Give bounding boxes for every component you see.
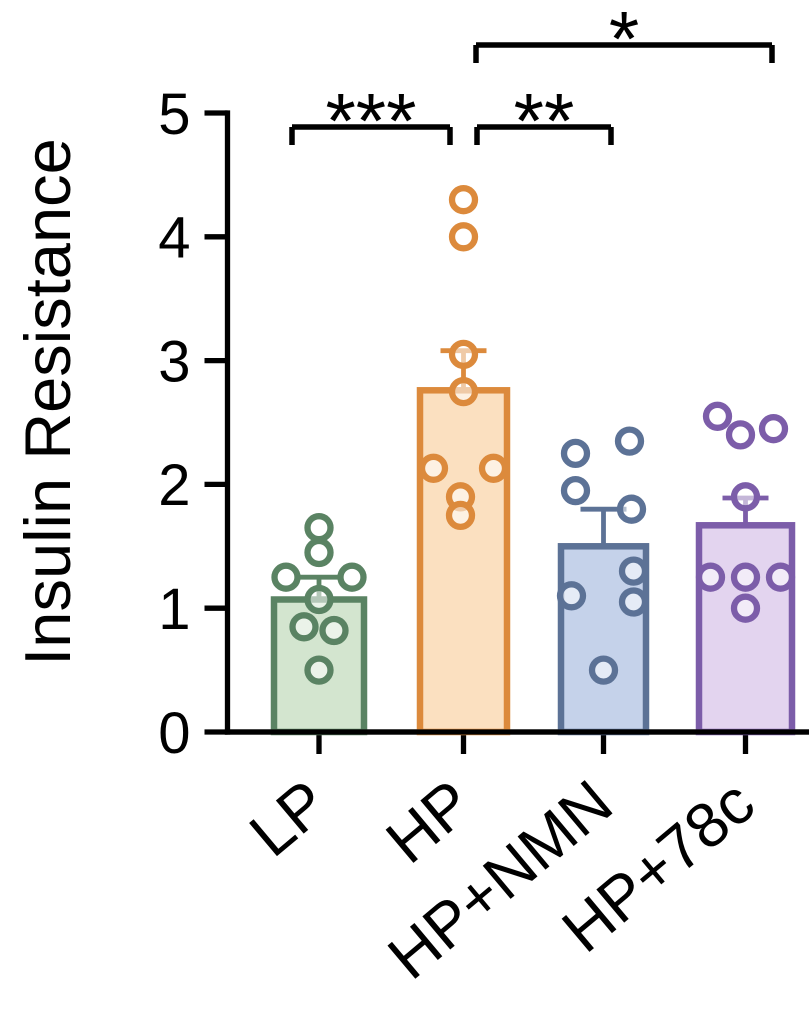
svg-text:3: 3 [158,329,190,394]
svg-text:*: * [609,0,639,82]
svg-text:1: 1 [158,577,190,642]
svg-text:Insulin Resistance: Insulin Resistance [11,138,84,666]
svg-text:2: 2 [158,453,190,518]
svg-text:5: 5 [158,82,190,147]
svg-text:0: 0 [158,701,190,766]
svg-text:4: 4 [158,206,190,271]
svg-text:**: ** [514,76,575,164]
svg-text:***: *** [325,76,416,164]
